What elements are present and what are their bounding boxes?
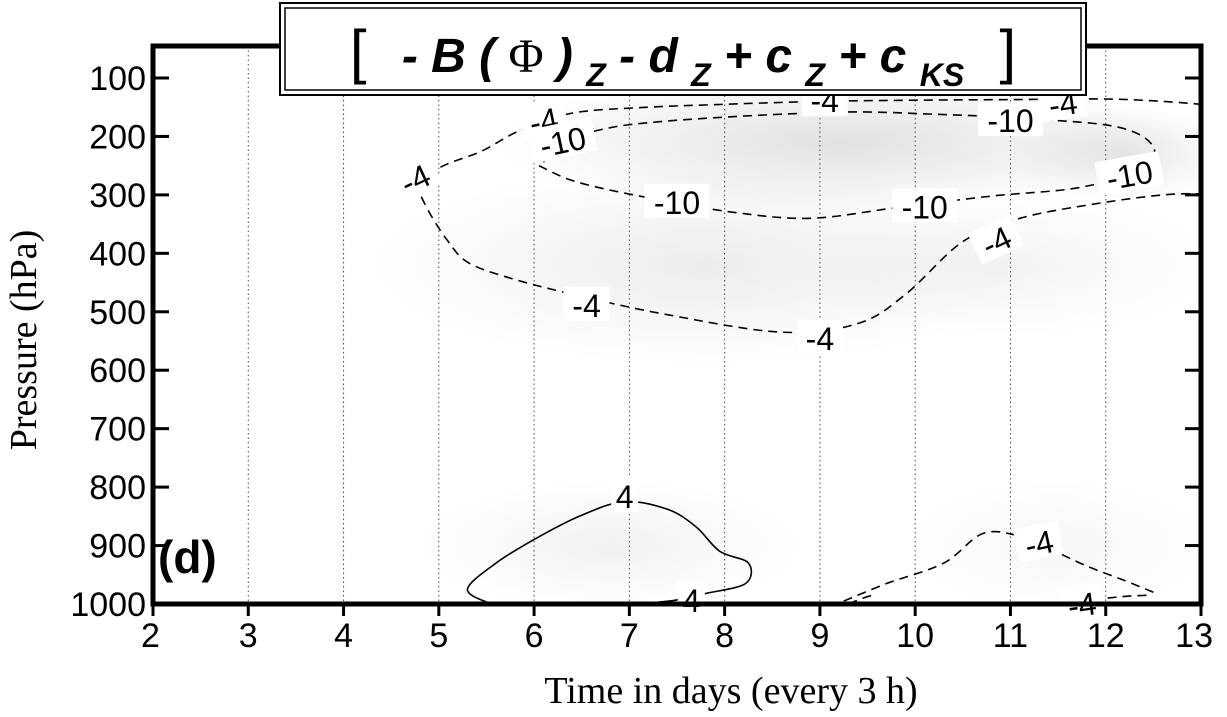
contour-label-text-11: -4	[806, 321, 834, 357]
title-mid-3: + c	[838, 30, 906, 83]
chart-title-box: [ - B ( Φ ) Z - d Z + c Z + c KS ]	[279, 2, 1087, 97]
y-tick-label-300: 300	[89, 177, 146, 215]
x-tick-label-13: 13	[1175, 617, 1213, 655]
y-axis-ticks: 100 200 300 400 500 600 700 800 900 1000	[70, 60, 1201, 624]
contour-label-text-8: -10	[902, 190, 948, 226]
x-tick-label-9: 9	[810, 617, 829, 655]
y-tick-label-500: 500	[89, 294, 146, 332]
x-tick-label-8: 8	[715, 617, 734, 655]
chart-title: [ - B ( Φ ) Z - d Z + c Z + c KS ]	[350, 18, 1016, 97]
contour-label-12: 4	[611, 477, 639, 515]
x-tick-label-2: 2	[141, 617, 160, 655]
contour-label-11: -4	[796, 320, 843, 357]
panel-label: (d)	[158, 531, 217, 583]
title-bracket-close: ]	[1000, 18, 1017, 85]
contour-line-1	[414, 182, 1201, 334]
contour-label-7: -10	[644, 183, 710, 221]
y-tick-label-700: 700	[89, 411, 146, 449]
contour-label-10: -4	[563, 286, 610, 324]
x-tick-label-11: 11	[993, 617, 1028, 655]
title-prefix: - B (	[402, 30, 500, 83]
title-sub-4: KS	[920, 57, 965, 93]
contour-lines	[414, 98, 1201, 604]
x-tick-label-10: 10	[896, 617, 934, 655]
contour-line-3	[466, 500, 753, 604]
title-sub-2: Z	[690, 57, 712, 93]
contour-line-0	[414, 98, 1201, 184]
contour-label-text-4: -10	[987, 103, 1033, 139]
x-tick-label-4: 4	[334, 617, 353, 655]
x-tick-label-6: 6	[525, 617, 544, 655]
y-axis-title: Pressure (hPa)	[3, 230, 45, 451]
contour-label-text-7: -10	[654, 185, 700, 221]
contour-label-13: 4	[677, 581, 705, 619]
contour-label-4: -10	[978, 102, 1043, 139]
y-tick-label-600: 600	[89, 352, 146, 390]
y-tick-label-400: 400	[89, 235, 146, 273]
contour-label-2: -10	[527, 116, 598, 164]
x-axis-title: Time in days (every 3 h)	[544, 670, 917, 712]
x-tick-label-7: 7	[620, 617, 639, 655]
contour-label-8: -10	[892, 188, 958, 226]
shading-blob-3	[800, 194, 1201, 336]
x-tick-label-3: 3	[239, 617, 258, 655]
y-tick-label-800: 800	[89, 469, 146, 507]
x-tick-label-12: 12	[1087, 617, 1125, 655]
title-phi: Φ	[508, 30, 543, 83]
title-after-phi: )	[552, 30, 573, 83]
shading-blob-4	[419, 481, 801, 604]
y-tick-label-900: 900	[89, 528, 146, 566]
contour-line-2	[538, 111, 1156, 220]
contour-label-14: -4	[1012, 520, 1065, 564]
title-mid-2: + c	[724, 30, 792, 83]
contour-label-6: -10	[1094, 151, 1165, 197]
x-axis-ticks: 2 3 4 5 6 7 8 9 10 11 12 13	[141, 604, 1213, 655]
title-mid-1: - d	[619, 30, 679, 83]
y-tick-label-200: 200	[89, 118, 146, 156]
contour-label-text-10: -4	[572, 288, 600, 324]
contour-label-0: -4	[386, 152, 443, 203]
x-tick-label-5: 5	[429, 617, 448, 655]
contour-line-4	[843, 530, 1154, 602]
contour-label-text-12: 4	[616, 479, 634, 515]
title-sub-1: Z	[585, 57, 607, 93]
contour-label-text-13: 4	[682, 583, 700, 619]
y-tick-label-100: 100	[89, 60, 146, 98]
title-bracket-open: [	[350, 18, 367, 85]
contour-label-text-6: -10	[1104, 154, 1156, 197]
title-sub-3: Z	[804, 57, 826, 93]
y-tick-label-1000: 1000	[70, 586, 146, 624]
